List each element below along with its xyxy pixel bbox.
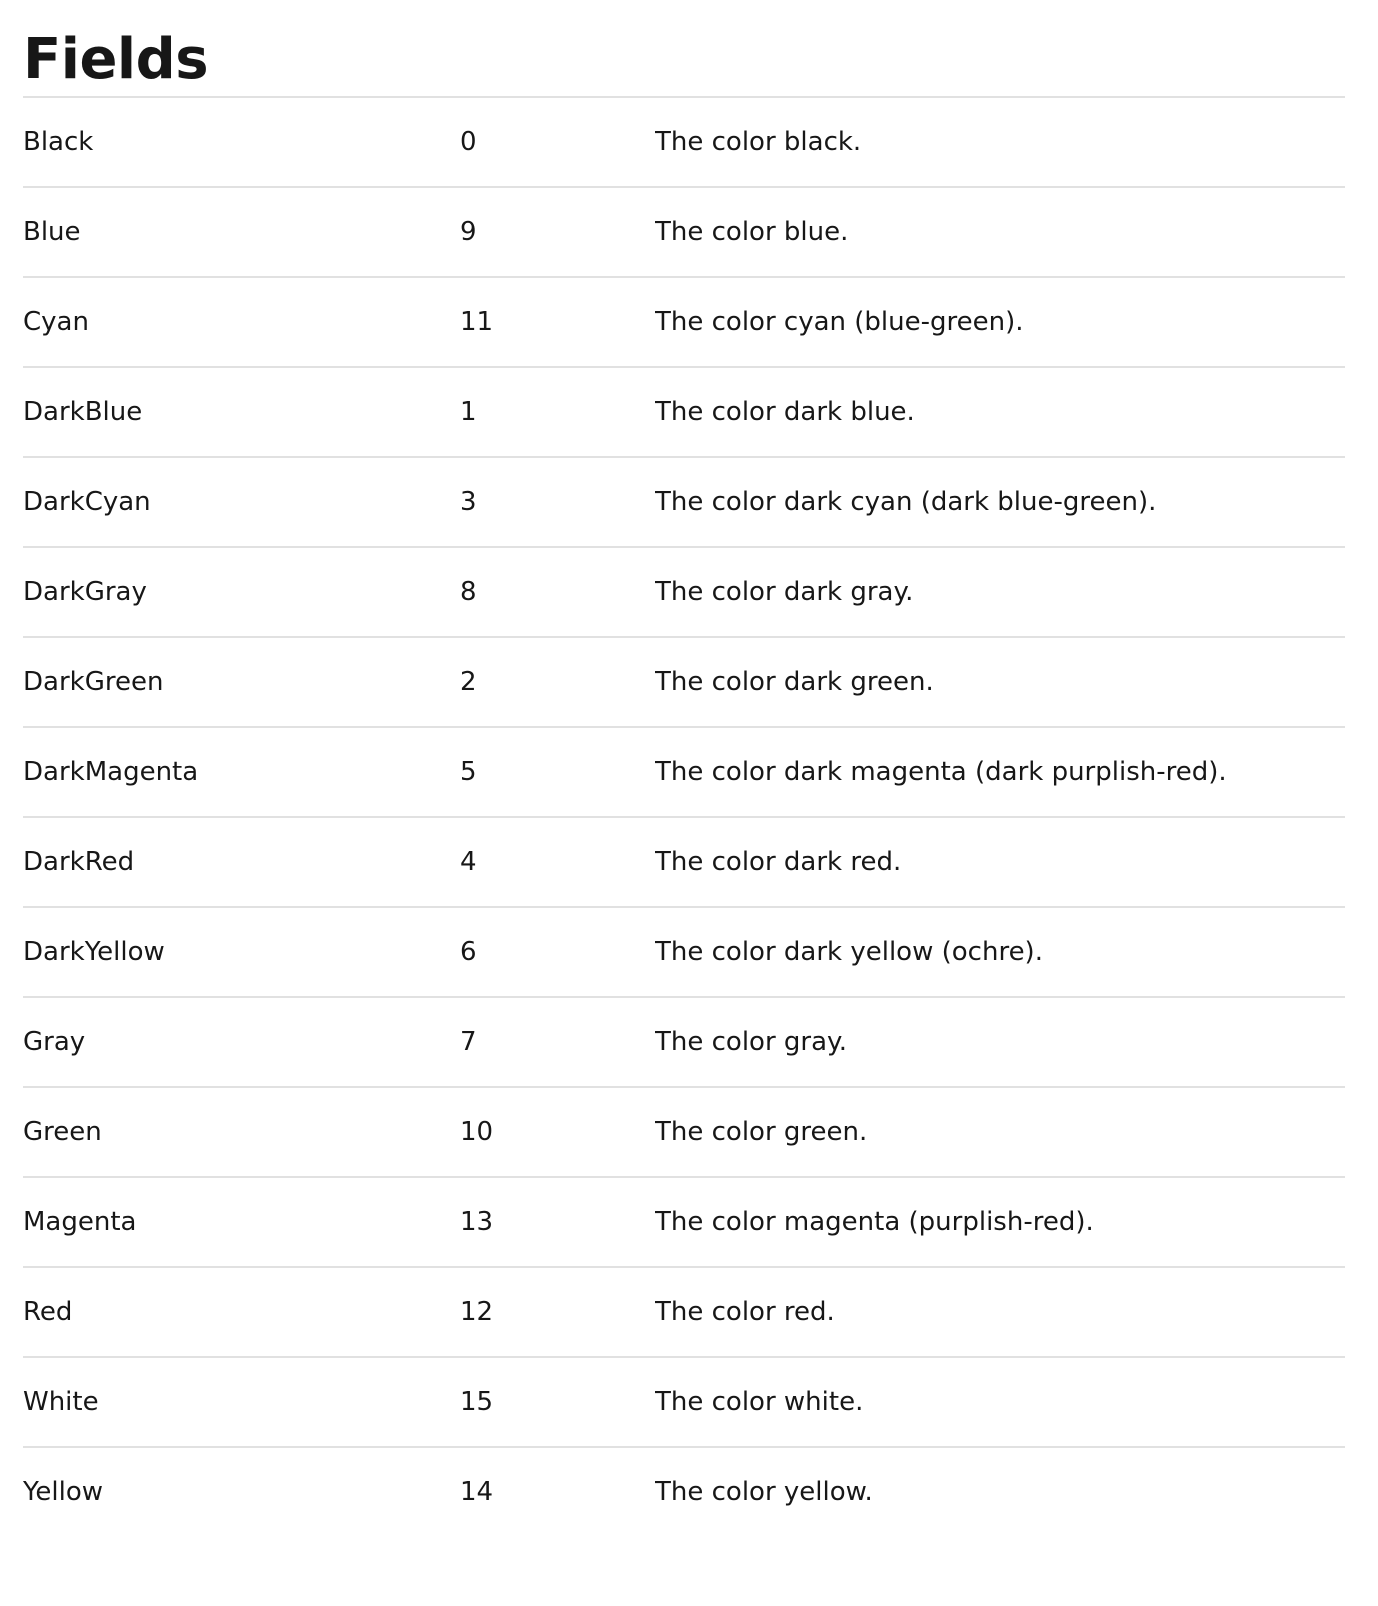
table-row: DarkBlue 1 The color dark blue. <box>23 367 1345 458</box>
field-description: The color red. <box>655 1267 1345 1358</box>
field-name: Black <box>23 98 460 188</box>
table-row: White 15 The color white. <box>23 1357 1345 1448</box>
field-name: DarkGreen <box>23 637 460 728</box>
field-name: Blue <box>23 187 460 278</box>
table-row: DarkRed 4 The color dark red. <box>23 817 1345 908</box>
table-row: Magenta 13 The color magenta (purplish-r… <box>23 1177 1345 1268</box>
field-description: The color white. <box>655 1357 1345 1448</box>
field-description: The color gray. <box>655 997 1345 1088</box>
field-value: 14 <box>460 1477 494 1507</box>
table-row: Cyan 11 The color cyan (blue-green). <box>23 277 1345 368</box>
field-value: 7 <box>460 997 655 1088</box>
table-row: Black 0 The color black. <box>23 98 1345 188</box>
field-value: 1 <box>460 367 655 458</box>
field-name: DarkYellow <box>23 907 460 998</box>
field-description: The color blue. <box>655 187 1345 278</box>
field-value: 11 <box>460 277 655 368</box>
field-value: 0 <box>460 98 655 188</box>
field-value: 3 <box>460 457 655 548</box>
section-title: Fields <box>23 0 1345 98</box>
field-name: DarkCyan <box>23 457 460 548</box>
table-row: Green 10 The color green. <box>23 1087 1345 1178</box>
fields-table: Black 0 The color black. Blue 9 The colo… <box>23 98 1345 1536</box>
field-name: White <box>23 1357 460 1448</box>
field-name: Magenta <box>23 1177 460 1268</box>
field-name: DarkBlue <box>23 367 460 458</box>
fields-section: Fields Black 0 The color black. Blue 9 T… <box>23 0 1345 1536</box>
table-row: Blue 9 The color blue. <box>23 187 1345 278</box>
field-description: The color dark cyan (dark blue-green). <box>655 457 1345 548</box>
field-description: The color dark yellow (ochre). <box>655 907 1345 998</box>
field-description: The color green. <box>655 1087 1345 1178</box>
field-name: Green <box>23 1087 460 1178</box>
field-description: The color yellow. <box>655 1477 873 1507</box>
field-description: The color dark magenta (dark purplish-re… <box>655 727 1345 818</box>
field-value: 12 <box>460 1267 655 1358</box>
field-name: DarkRed <box>23 817 460 908</box>
table-row: Red 12 The color red. <box>23 1267 1345 1358</box>
table-row: DarkYellow 6 The color dark yellow (ochr… <box>23 907 1345 998</box>
field-name: Yellow <box>23 1477 104 1507</box>
table-row: DarkCyan 3 The color dark cyan (dark blu… <box>23 457 1345 548</box>
field-value: 2 <box>460 637 655 728</box>
field-value: 15 <box>460 1357 655 1448</box>
field-value: 10 <box>460 1087 655 1178</box>
field-name: Cyan <box>23 277 460 368</box>
table-row: Gray 7 The color gray. <box>23 997 1345 1088</box>
field-name: Gray <box>23 997 460 1088</box>
field-value: 4 <box>460 817 655 908</box>
field-description: The color cyan (blue-green). <box>655 277 1345 368</box>
field-value: 9 <box>460 187 655 278</box>
field-description: The color dark red. <box>655 817 1345 908</box>
field-value: 5 <box>460 727 655 818</box>
field-name: Red <box>23 1267 460 1358</box>
field-value: 8 <box>460 547 655 638</box>
table-row: DarkMagenta 5 The color dark magenta (da… <box>23 727 1345 818</box>
field-description: The color dark blue. <box>655 367 1345 458</box>
field-description: The color dark green. <box>655 637 1345 728</box>
table-row: DarkGreen 2 The color dark green. <box>23 637 1345 728</box>
table-row: DarkGray 8 The color dark gray. <box>23 547 1345 638</box>
field-value: 13 <box>460 1177 655 1268</box>
field-description: The color dark gray. <box>655 547 1345 638</box>
table-row: Yellow 14 The color yellow. <box>23 1447 1345 1536</box>
field-description: The color black. <box>655 98 1345 188</box>
field-name: DarkMagenta <box>23 727 460 818</box>
field-name: DarkGray <box>23 547 460 638</box>
field-description: The color magenta (purplish-red). <box>655 1177 1345 1268</box>
field-value: 6 <box>460 907 655 998</box>
